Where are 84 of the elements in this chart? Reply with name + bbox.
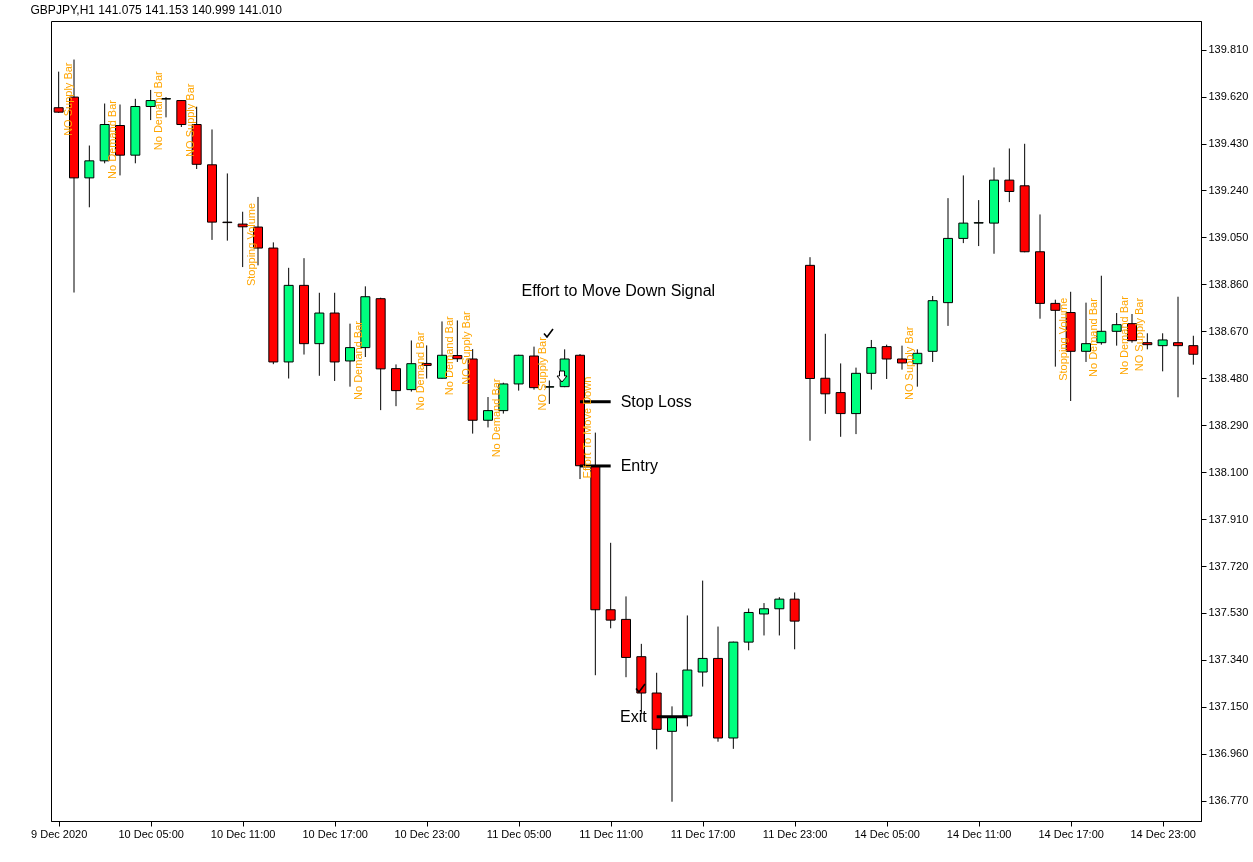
annotation: NO Supply Bar [183,83,196,157]
y-tick-label: 138.100 [1208,465,1249,478]
x-tick-label: 10 Dec 17:00 [302,827,368,840]
y-tick-label: 137.150 [1208,700,1249,713]
candlestick [897,345,907,371]
candlestick [820,333,831,415]
annotation: NO Supply Bar [62,62,74,136]
annotation: No Demand Bar [152,70,165,151]
annotation: No Demand Bar [443,315,456,396]
y-tick-label: 139.430 [1208,137,1249,150]
candlestick [391,363,401,407]
annotation: Stopping Volume [1056,297,1069,381]
x-tick-label: 10 Dec 23:00 [394,827,460,840]
annotation: No Demand Bar [1087,297,1100,377]
annotation: No Demand Bar [1118,295,1131,376]
candlestick [222,172,233,242]
candlestick [1157,332,1168,372]
x-tick-label: 11 Dec 23:00 [762,827,828,840]
x-tick-label: 14 Dec 11:00 [946,827,1012,840]
candlestick [176,99,187,128]
annotation: No Demand Bar [490,378,503,458]
candlestick [605,542,616,629]
y-tick-label: 138.480 [1208,371,1249,384]
series-label: Stop Loss [620,392,692,410]
candlestick [145,89,156,121]
x-tick-label: 11 Dec 11:00 [579,827,644,840]
y-tick-label: 139.810 [1208,43,1249,56]
candlestick [1050,299,1061,368]
candlestick [1081,302,1091,363]
y-tick-label: 137.340 [1208,653,1249,666]
candlestick [1004,147,1015,203]
candlestick [84,145,95,208]
candlestick [958,174,969,244]
y-tick-label: 138.290 [1208,418,1249,431]
candlestick [161,96,171,118]
candlestick [345,323,355,388]
x-tick-label: 9 Dec 2020 [31,827,88,840]
annotation: No Demand Bar [413,331,426,411]
candlestick [437,320,447,380]
annotation: Effort To Move Down [581,376,594,479]
x-tick-label: 14 Dec 05:00 [854,827,920,840]
annotation: NO Supply Bar [459,310,472,385]
candlestick [881,344,892,380]
legend-label: Exit [619,707,648,725]
annotation: NO Supply Bar [536,336,549,411]
annotation: NO Supply Bar [903,326,916,400]
candlestick [483,396,493,428]
x-tick-label: 11 Dec 17:00 [670,827,736,840]
candlestick [1111,312,1122,347]
chart-title: GBPJPY,H1 141.075 141.153 140.999 141.010 [30,3,283,17]
y-tick-label: 137.720 [1208,559,1249,572]
y-tick-label: 137.530 [1208,606,1249,619]
candlestick [1096,275,1107,346]
candlestick [973,199,984,247]
candlestick [835,362,846,438]
candlestick [697,580,708,688]
series-label: Entry [620,456,659,474]
y-tick-label: 137.910 [1208,512,1249,525]
x-tick-label: 14 Dec 17:00 [1038,827,1104,840]
y-tick-label: 136.770 [1208,794,1249,807]
y-tick-label: 139.240 [1208,183,1249,196]
annotation: No Demand Bar [352,320,365,400]
y-tick-label: 136.960 [1208,747,1249,760]
y-tick-label: 139.620 [1208,90,1249,103]
x-tick-label: 14 Dec 23:00 [1130,827,1196,840]
candlestick [1188,335,1199,366]
candlestick [452,319,463,363]
candlestick [1173,296,1183,398]
y-tick-label: 138.670 [1208,324,1249,337]
annotation: Stopping Volume [245,202,258,287]
x-tick-label: 10 Dec 05:00 [118,827,184,840]
candlestick [53,71,64,114]
x-tick-label: 10 Dec 11:00 [210,827,276,840]
annotation: No Demand Bar [106,99,119,179]
candlestick [759,602,769,636]
candlestick [237,211,248,268]
annotation: NO Supply Bar [1133,297,1146,372]
annotation: Effort to Move Down Signal [521,281,716,299]
y-tick-label: 138.860 [1208,277,1249,290]
x-tick-label: 11 Dec 05:00 [486,827,552,840]
candlestick [789,591,800,650]
candlestick [1127,313,1137,344]
candlestick [774,596,785,636]
y-tick-label: 139.050 [1208,230,1249,243]
